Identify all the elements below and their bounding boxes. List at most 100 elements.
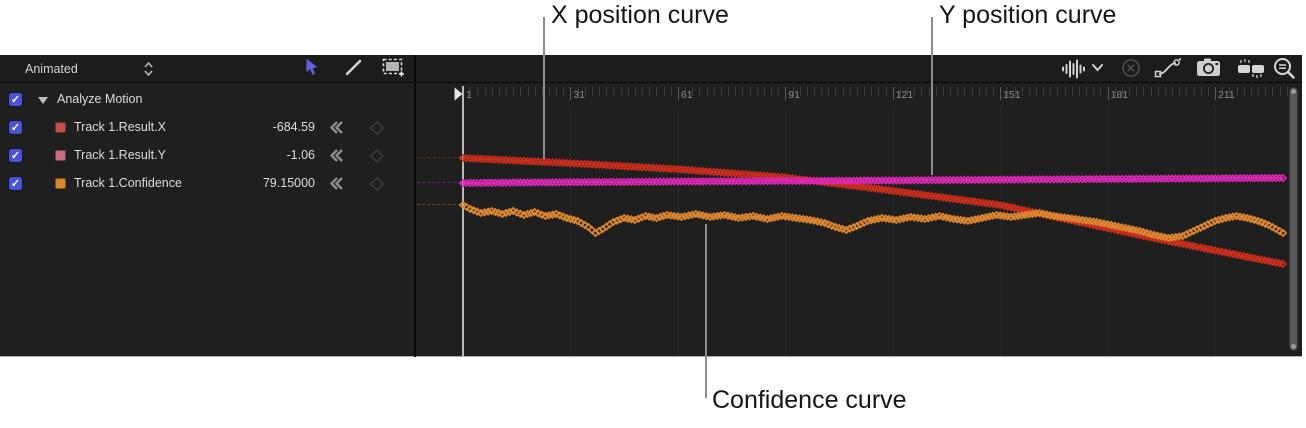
ruler-minor-tick (527, 87, 529, 96)
curve-view-popup[interactable]: Animated (25, 60, 153, 78)
ruler-minor-tick (942, 87, 944, 96)
gridline (1215, 108, 1216, 356)
ruler-major-tick (1107, 87, 1109, 100)
clear-curves-icon[interactable] (1121, 58, 1141, 78)
ruler-minor-tick (620, 87, 622, 96)
x-curve-value-stub (417, 157, 461, 158)
ruler-minor-tick (928, 87, 930, 96)
parameter-row[interactable]: ✓ Analyze Motion (0, 86, 414, 114)
ruler-minor-tick (1150, 87, 1152, 96)
parameter-row[interactable]: ✓ Track 1.Result.Y -1.06 (0, 142, 414, 170)
ruler-minor-tick (1043, 87, 1045, 96)
pencil-tool[interactable] (344, 58, 363, 77)
ruler-minor-tick (1243, 87, 1245, 96)
previous-keyframe-icon[interactable] (329, 176, 344, 194)
ruler-minor-tick (663, 87, 665, 96)
ruler-minor-tick (541, 87, 543, 96)
leader-line-x-curve (543, 17, 545, 159)
graph-scrollbar[interactable] (1289, 87, 1298, 351)
ruler-minor-tick (1172, 87, 1173, 96)
curve-color-swatch (55, 150, 66, 161)
ruler-frame-label: 211 (1218, 89, 1235, 101)
ruler-minor-tick (1100, 87, 1102, 96)
ruler-major-tick (570, 87, 572, 100)
ruler-minor-tick (692, 87, 694, 96)
select-arrow-tool[interactable] (305, 58, 321, 77)
ruler-minor-tick (1250, 87, 1252, 96)
ruler-minor-tick (907, 87, 908, 96)
row-checkbox[interactable]: ✓ (8, 120, 23, 135)
ruler-minor-tick (899, 87, 901, 96)
ruler-minor-tick (813, 87, 815, 96)
ruler-minor-tick (599, 87, 601, 96)
ruler-minor-tick (935, 87, 937, 96)
pane-divider[interactable] (414, 55, 416, 357)
add-keyframe-diamond-icon[interactable] (369, 148, 385, 166)
ruler-minor-tick (728, 87, 729, 96)
ruler-minor-tick (749, 87, 751, 96)
curve-snapshot-icon[interactable] (1154, 58, 1182, 79)
ruler-minor-tick (971, 87, 973, 96)
ruler-frame-label: 1 (466, 89, 472, 101)
scrollbar-cap-top (1291, 89, 1296, 94)
ruler-minor-tick (885, 87, 887, 96)
ruler-minor-tick (1071, 87, 1073, 96)
add-keyframe-diamond-icon[interactable] (369, 120, 385, 138)
ruler-minor-tick (606, 87, 608, 96)
ruler-minor-tick (878, 87, 880, 96)
parameter-row[interactable]: ✓ Track 1.Confidence 79.15000 (0, 170, 414, 198)
ruler-minor-tick (649, 87, 651, 96)
row-checkbox[interactable]: ✓ (8, 148, 23, 163)
row-checkbox[interactable]: ✓ (8, 176, 23, 191)
gridline (1107, 108, 1109, 356)
ruler-minor-tick (484, 87, 486, 96)
keyframe-editor-toolbar (0, 55, 1302, 83)
ruler-minor-tick (771, 87, 772, 96)
playhead-line[interactable] (462, 86, 464, 357)
ruler-minor-tick (835, 87, 837, 96)
ruler-major-tick (892, 87, 894, 100)
parameter-row[interactable]: ✓ Track 1.Result.X -684.59 (0, 114, 414, 142)
waveform-dropdown-chevron-icon[interactable] (1092, 64, 1103, 72)
ruler-minor-tick (548, 87, 550, 96)
ruler-frame-label: 181 (1110, 89, 1129, 101)
parameter-value[interactable]: 79.15000 (262, 176, 315, 190)
ruler-minor-tick (1164, 87, 1166, 96)
previous-keyframe-icon[interactable] (329, 148, 344, 166)
gridline (570, 108, 572, 356)
gridline (677, 108, 679, 356)
popup-stepper-icon (144, 62, 153, 76)
gridline (1000, 108, 1002, 356)
ruler-minor-tick (1021, 87, 1023, 96)
disclosure-triangle-icon[interactable] (38, 97, 48, 104)
camera-snapshot-icon[interactable] (1196, 58, 1221, 77)
audio-waveform-icon[interactable] (1061, 58, 1087, 80)
ruler-frame-label: 121 (895, 89, 914, 101)
add-keyframe-diamond-icon[interactable] (369, 176, 385, 194)
callout-x-position-curve: X position curve (551, 1, 729, 29)
ruler-minor-tick (563, 87, 565, 96)
marquee-add-tool[interactable] (382, 58, 404, 78)
parameter-label: Track 1.Result.X (74, 120, 166, 134)
ruler-minor-tick (584, 87, 586, 96)
ruler-major-tick (1000, 87, 1002, 100)
ruler-minor-tick (534, 87, 536, 96)
ruler-minor-tick (828, 87, 830, 96)
parameter-value[interactable]: -684.59 (272, 120, 315, 134)
graph-scrollbar-thumb[interactable] (1289, 87, 1298, 351)
playhead-marker[interactable] (454, 87, 463, 101)
previous-keyframe-icon[interactable] (329, 120, 344, 138)
ruler-minor-tick (806, 87, 808, 96)
zoom-tool-icon[interactable] (1273, 57, 1296, 80)
gridline (785, 108, 787, 356)
ruler-minor-tick (577, 87, 579, 96)
row-checkbox[interactable]: ✓ (8, 92, 23, 107)
ruler-minor-tick (756, 87, 758, 96)
ruler-minor-tick (556, 87, 558, 96)
confidence-curve-value-stub (417, 204, 461, 205)
parameter-value[interactable]: -1.06 (286, 148, 316, 162)
ruler-minor-tick (591, 87, 593, 96)
ruler-minor-tick (491, 87, 493, 96)
show-keyframes-icon[interactable] (1237, 58, 1265, 79)
